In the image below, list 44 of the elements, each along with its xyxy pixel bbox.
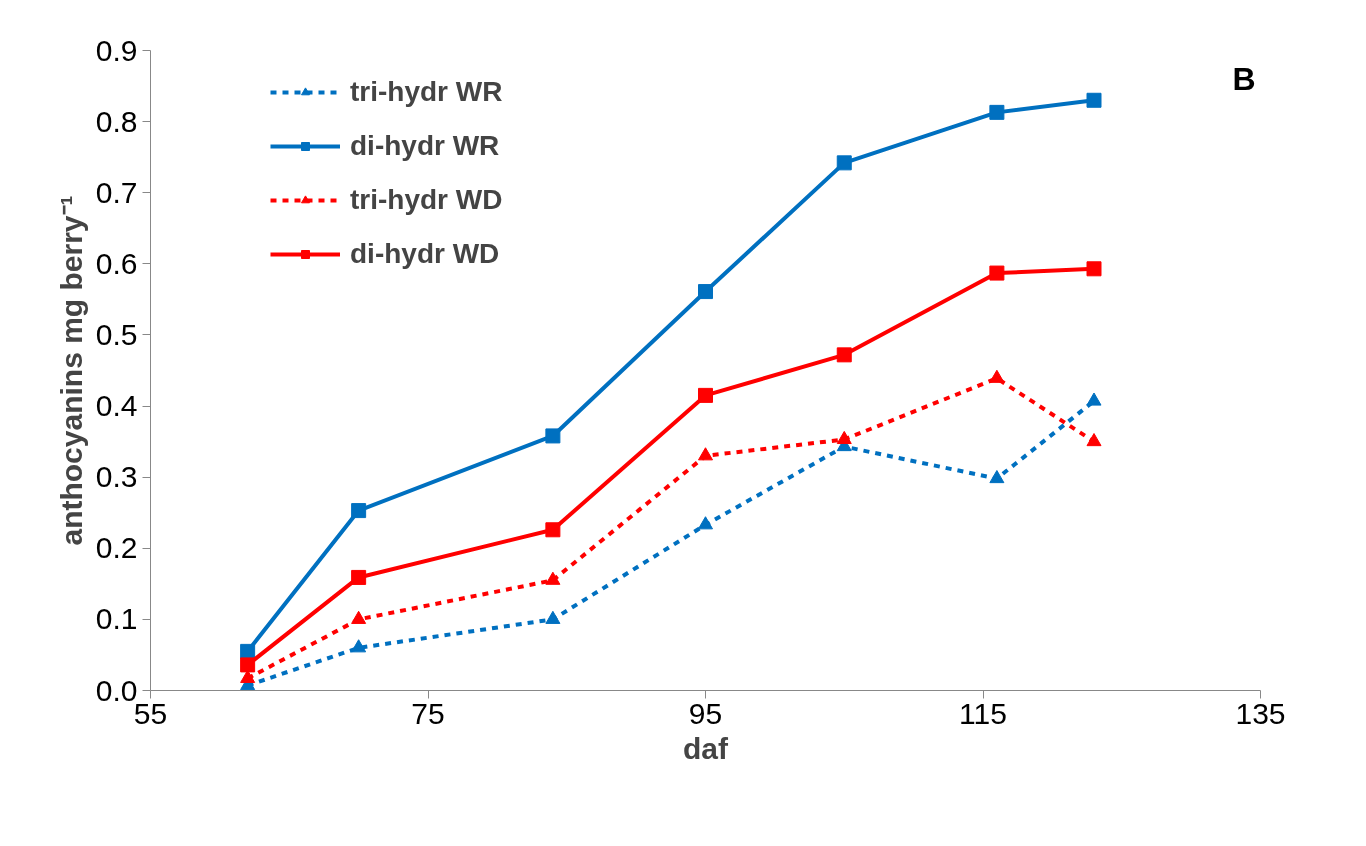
point xyxy=(351,610,367,624)
legend-label: di-hydr WD xyxy=(350,238,500,270)
point xyxy=(836,347,852,363)
point xyxy=(989,369,1005,383)
point xyxy=(1086,92,1102,108)
point xyxy=(836,430,852,445)
x-tick-label: 115 xyxy=(959,696,1007,730)
y-tick-label: 0.5 xyxy=(95,317,138,351)
point xyxy=(989,470,1005,484)
point xyxy=(1086,261,1102,277)
point xyxy=(1086,433,1102,447)
x-tick-label: 95 xyxy=(688,696,723,730)
point xyxy=(545,571,561,585)
point xyxy=(989,104,1005,120)
point xyxy=(698,284,713,300)
point xyxy=(240,657,256,673)
point xyxy=(351,569,367,585)
point xyxy=(836,155,852,171)
x-axis-title: daf xyxy=(683,731,730,765)
x-tick-label: 75 xyxy=(411,696,445,730)
annotation: B xyxy=(1232,60,1256,97)
y-tick-label: 0.7 xyxy=(95,175,138,209)
point xyxy=(698,387,713,403)
point xyxy=(698,516,713,530)
y-tick-label: 0.1 xyxy=(95,602,138,636)
point xyxy=(1086,392,1102,406)
point xyxy=(545,522,561,538)
y-tick-label: 0.2 xyxy=(95,531,138,565)
legend-label: tri-hydr WD xyxy=(350,184,503,216)
y-tick-label: 0.8 xyxy=(95,104,138,138)
y-tick-label: 0.6 xyxy=(95,246,138,280)
legend-label: di-hydr WR xyxy=(350,130,500,162)
point xyxy=(698,447,713,461)
x-tick-label: 135 xyxy=(1235,696,1286,730)
point xyxy=(545,610,561,624)
point xyxy=(351,639,367,653)
y-tick-label: 0.3 xyxy=(95,460,138,494)
point xyxy=(351,503,367,519)
y-tick-label: 0.4 xyxy=(95,389,138,423)
y-tick-label: 0.9 xyxy=(95,33,138,67)
y-axis-title: anthocyanins mg berry⁻¹ xyxy=(54,195,88,546)
point xyxy=(989,265,1005,281)
legend-label: tri-hydr WR xyxy=(350,76,503,108)
point xyxy=(545,428,561,444)
